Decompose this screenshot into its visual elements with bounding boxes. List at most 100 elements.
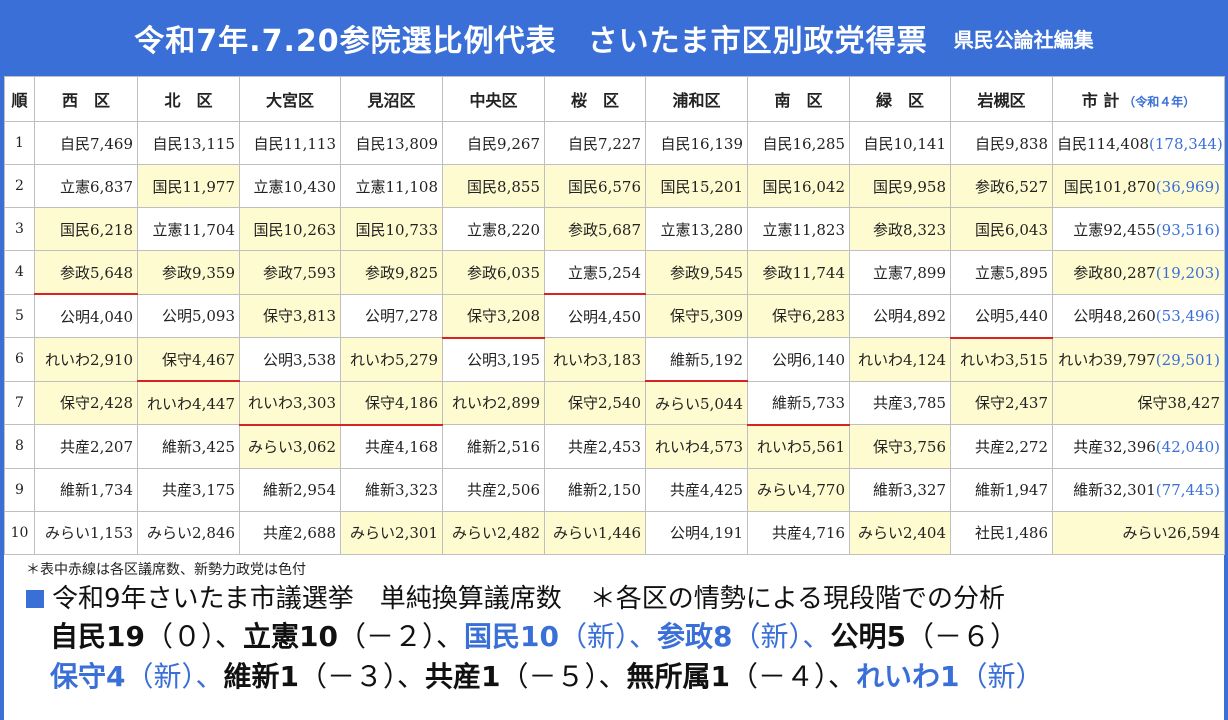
vote-cell: みらい5,044	[645, 380, 748, 425]
column-header: 大宮区	[239, 76, 341, 122]
party-votes: 国民8,855	[467, 177, 540, 196]
party-votes: 自民13,809	[355, 134, 439, 153]
results-table: 順 西 区 北 区 大宮区 見沼区 中央区 桜 区 浦和区 南 区 緑 区 岩槻区 市 計（令和４年…	[4, 76, 1225, 555]
party-votes: 参政7,593	[263, 263, 336, 282]
vote-cell: 維新1,734	[34, 467, 138, 512]
vote-cell: 公明5,093	[137, 293, 240, 338]
vote-cell: 立憲92,455(93,516)	[1052, 207, 1225, 251]
vote-cell: 共産3,175	[137, 467, 240, 512]
vote-cell: 保守5,309	[645, 293, 748, 338]
party-votes: 国民10,733	[355, 220, 439, 239]
vote-cell: みらい1,446	[544, 510, 646, 555]
column-header-label: 桜 区	[570, 91, 619, 110]
vote-cell: 自民9,838	[950, 121, 1053, 165]
party-votes: 保守2,428	[60, 394, 133, 413]
party-votes: 自民9,838	[975, 134, 1048, 153]
vote-cell: 維新2,954	[239, 467, 341, 512]
vote-cell: 公明4,892	[849, 293, 951, 338]
party-votes: 公明3,538	[263, 350, 336, 369]
party-seats: 自民19	[50, 619, 145, 653]
editor-credit: 県民公論社編集	[953, 27, 1094, 52]
vote-cell: れいわ4,447	[137, 380, 240, 425]
party-votes: 保守2,437	[975, 394, 1048, 413]
party-seats: 立憲10	[242, 619, 338, 653]
party-votes: 自民7,227	[568, 134, 641, 153]
party-votes: 共産2,688	[263, 524, 336, 542]
vote-cell: 保守3,756	[849, 424, 951, 469]
party-votes: 参政11,744	[762, 263, 846, 282]
vote-cell: 自民13,115	[137, 121, 240, 165]
party-votes: みらい3,062	[248, 438, 336, 456]
table-header-row: 順 西 区 北 区 大宮区 見沼区 中央区 桜 区 浦和区 南 区 緑 区 岩槻区 市 計（令和４年…	[4, 76, 1225, 122]
vote-cell: 参政11,744	[747, 250, 850, 295]
seat-line: 保守4（新）、維新1（－３）、共産1（－５）、無所属1（－４）、れいわ1（新）	[26, 657, 1212, 697]
party-votes: みらい2,846	[147, 524, 235, 542]
vote-cell: 保守4,186	[340, 380, 443, 426]
party-seats: 維新1	[223, 659, 299, 693]
heading-note: ＊各区の情勢による現段階での分析	[589, 583, 1005, 614]
rank-cell: 5	[4, 293, 35, 338]
party-seats: 国民10	[463, 619, 559, 653]
seat-projection-lines: 自民19（０）、立憲10（－２）、国民10（新）、参政8（新）、公明5（－６）保…	[26, 617, 1212, 697]
vote-cell: みらい1,153	[34, 510, 138, 555]
vote-cell: 共産2,453	[544, 424, 646, 469]
footer: ＊表中赤線は各区議席数、新勢力政党は色付 令和9年さいたま市議選挙 単純換算議席…	[4, 555, 1224, 697]
vote-cell: 国民15,201	[645, 164, 748, 208]
vote-cell: 維新2,150	[544, 467, 646, 512]
column-header: 緑 区	[849, 76, 951, 122]
rank-cell: 2	[4, 164, 35, 208]
rank-cell: 1	[4, 121, 35, 165]
vote-cell: 参政7,593	[239, 250, 341, 295]
party-votes: 維新2,516	[467, 437, 540, 456]
vote-cell: 共産32,396(42,040)	[1052, 424, 1225, 469]
vote-cell: 参政5,687	[544, 207, 646, 251]
party-votes: れいわ4,124	[858, 350, 946, 369]
table-row: 4 参政5,648 参政9,359 参政7,593 参政9,825 参政6,035 立憲5,…	[4, 250, 1225, 295]
vote-cell: 維新3,327	[849, 467, 951, 512]
party-seats: 無所属1	[626, 659, 730, 693]
vote-cell: みらい26,594	[1052, 510, 1225, 555]
vote-cell: 参政6,035	[442, 250, 545, 295]
party-votes: 共産3,785	[873, 394, 946, 413]
seat-change: （－２）、	[337, 619, 464, 653]
previous-votes: (53,496)	[1155, 307, 1220, 326]
vote-cell: 国民11,977	[137, 164, 240, 208]
column-header: 北 区	[137, 76, 240, 122]
vote-cell: 立憲7,899	[849, 250, 951, 295]
party-votes: 共産32,396	[1073, 437, 1156, 456]
previous-votes: (93,516)	[1155, 220, 1220, 239]
party-votes: 保守3,208	[467, 307, 540, 325]
vote-cell: 参政5,648	[34, 250, 138, 295]
vote-cell: みらい2,301	[340, 510, 443, 555]
party-votes: 立憲92,455	[1073, 220, 1156, 239]
column-header: 中央区	[442, 76, 545, 122]
table-body: 1 自民7,469 自民13,115 自民11,113 自民13,809 自民9,267 自…	[4, 121, 1225, 555]
party-votes: 共産3,175	[162, 481, 235, 499]
party-votes: れいわ5,279	[350, 350, 438, 369]
party-votes: 公明4,450	[568, 307, 641, 326]
party-votes: れいわ5,561	[757, 438, 845, 456]
vote-cell: 公明3,538	[239, 337, 341, 382]
vote-cell: 保守2,428	[34, 380, 138, 425]
page-title: 令和7年.7.20参院選比例代表 さいたま市区別政党得票	[134, 24, 928, 59]
party-votes: 保守3,813	[263, 307, 336, 326]
vote-cell: 国民6,576	[544, 164, 646, 208]
party-votes: 共産2,207	[60, 437, 133, 456]
party-votes: 自民13,115	[152, 134, 236, 153]
vote-cell: 共産2,207	[34, 424, 138, 469]
vote-cell: 共産4,168	[340, 424, 443, 469]
party-votes: 公明6,140	[772, 350, 845, 369]
vote-cell: 公明48,260(53,496)	[1052, 293, 1225, 338]
party-votes: 立憲7,899	[873, 263, 946, 282]
party-votes: れいわ3,515	[960, 351, 1048, 369]
column-header-label: 南 区	[774, 91, 823, 110]
party-votes: 共産2,272	[975, 437, 1048, 456]
seat-change: （新）、	[732, 619, 831, 653]
table-row: 3 国民6,218 立憲11,704 国民10,263 国民10,733 立憲8,220 参…	[4, 207, 1225, 251]
vote-cell: 公明4,191	[645, 510, 748, 555]
party-votes: 参政9,545	[670, 263, 743, 282]
party-votes: 立憲11,823	[762, 220, 846, 239]
vote-cell: 自民9,267	[442, 121, 545, 165]
vote-cell: 国民6,043	[950, 207, 1053, 251]
total-year-note: （令和４年）	[1123, 95, 1196, 109]
